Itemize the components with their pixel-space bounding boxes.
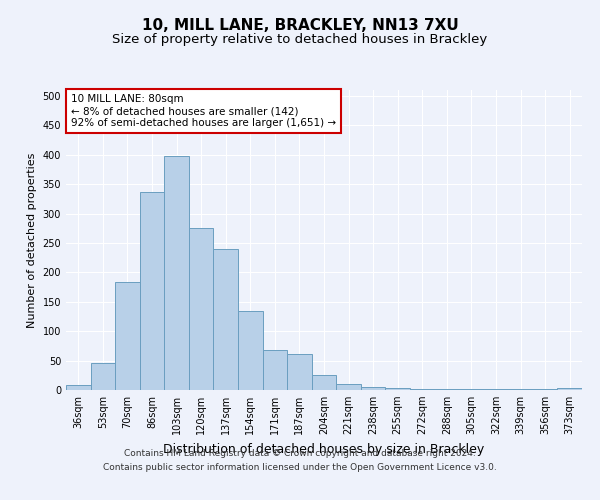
Y-axis label: Number of detached properties: Number of detached properties: [27, 152, 37, 328]
Bar: [557, 388, 582, 390]
Bar: [140, 192, 164, 390]
Bar: [287, 354, 312, 390]
X-axis label: Distribution of detached houses by size in Brackley: Distribution of detached houses by size …: [163, 442, 485, 456]
Bar: [336, 384, 361, 390]
Bar: [66, 386, 91, 390]
Bar: [410, 389, 434, 390]
Text: 10, MILL LANE, BRACKLEY, NN13 7XU: 10, MILL LANE, BRACKLEY, NN13 7XU: [142, 18, 458, 32]
Bar: [238, 310, 263, 390]
Text: Size of property relative to detached houses in Brackley: Size of property relative to detached ho…: [112, 32, 488, 46]
Text: Contains HM Land Registry data © Crown copyright and database right 2024.: Contains HM Land Registry data © Crown c…: [124, 448, 476, 458]
Bar: [214, 249, 238, 390]
Bar: [189, 228, 214, 390]
Text: 10 MILL LANE: 80sqm
← 8% of detached houses are smaller (142)
92% of semi-detach: 10 MILL LANE: 80sqm ← 8% of detached hou…: [71, 94, 336, 128]
Bar: [115, 282, 140, 390]
Text: Contains public sector information licensed under the Open Government Licence v3: Contains public sector information licen…: [103, 464, 497, 472]
Bar: [164, 156, 189, 390]
Bar: [312, 376, 336, 390]
Bar: [263, 350, 287, 390]
Bar: [361, 387, 385, 390]
Bar: [385, 388, 410, 390]
Bar: [434, 389, 459, 390]
Bar: [91, 363, 115, 390]
